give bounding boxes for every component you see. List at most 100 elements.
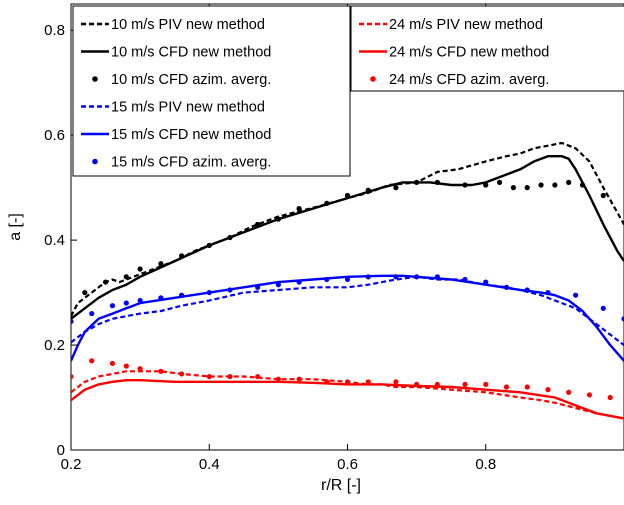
data-point xyxy=(414,381,420,388)
data-point xyxy=(503,384,510,390)
data-point xyxy=(566,389,572,395)
data-point xyxy=(137,366,143,372)
data-point xyxy=(573,292,579,298)
data-point xyxy=(579,182,586,188)
data-point xyxy=(607,394,613,401)
data-point xyxy=(109,303,116,309)
data-point xyxy=(275,282,281,288)
data-point xyxy=(255,284,261,290)
legend-entry-24-m-s-piv-new-method: 24 m/s PIV new method xyxy=(359,17,543,33)
data-point xyxy=(179,253,185,259)
data-point xyxy=(365,274,371,280)
data-point xyxy=(365,187,371,193)
legend-entry-24-m-s-cfd-new-method: 24 m/s CFD new method xyxy=(359,45,549,61)
data-point xyxy=(137,297,143,304)
data-point xyxy=(71,318,74,325)
legend-entry-15-m-s-cfd-new-method: 15 m/s CFD new method xyxy=(81,127,271,143)
data-point xyxy=(393,185,399,191)
data-point xyxy=(102,279,109,285)
data-point xyxy=(344,379,351,385)
data-point xyxy=(296,376,302,382)
legend-label: 10 m/s CFD azim. averg. xyxy=(111,72,271,88)
legend-label: 24 m/s CFD azim. averg. xyxy=(389,72,549,88)
data-point xyxy=(179,371,185,377)
legend-marker xyxy=(92,158,98,165)
legend-1: 10 m/s PIV new method 10 m/s CFD new meth… xyxy=(72,5,351,177)
data-point xyxy=(566,179,572,185)
data-point xyxy=(552,182,558,188)
data-point xyxy=(600,305,606,311)
data-point xyxy=(586,392,593,398)
legend-marker xyxy=(92,76,98,82)
data-point xyxy=(123,300,129,306)
x-tick-label: 0.4 xyxy=(199,456,220,473)
series-line xyxy=(71,379,624,420)
data-point xyxy=(324,276,330,283)
series-15-m-s-cfd-new-method xyxy=(71,274,624,362)
series-24-m-s-cfd-azim-averg xyxy=(71,358,613,401)
y-tick-label: 0.6 xyxy=(44,127,65,144)
data-point xyxy=(158,261,164,267)
legend-entry-10-m-s-cfd-new-method: 10 m/s CFD new method xyxy=(81,45,271,61)
data-point xyxy=(462,182,468,188)
data-point xyxy=(275,216,281,222)
data-point xyxy=(414,179,420,185)
legend-label: 10 m/s PIV new method xyxy=(111,17,265,33)
data-point xyxy=(393,274,399,280)
data-point xyxy=(621,316,624,322)
data-point xyxy=(393,379,399,385)
data-point xyxy=(524,287,530,293)
series-15-m-s-piv-new-method xyxy=(71,275,624,346)
data-point xyxy=(179,292,185,298)
data-point xyxy=(462,381,468,388)
data-point xyxy=(275,376,281,382)
data-point xyxy=(344,192,351,199)
y-axis-label: a [-] xyxy=(7,213,24,241)
data-point xyxy=(123,274,129,280)
data-point xyxy=(158,368,164,374)
legend-label: 10 m/s CFD new method xyxy=(111,45,271,61)
data-point xyxy=(227,373,233,380)
x-tick-label: 0.6 xyxy=(337,456,358,473)
data-point xyxy=(496,179,503,185)
series-15-m-s-cfd-azim-averg xyxy=(71,274,624,325)
data-point xyxy=(296,206,302,212)
series-10-m-s-cfd-new-method xyxy=(71,155,624,320)
y-tick-label: 0 xyxy=(57,442,65,459)
data-point xyxy=(158,295,164,301)
data-point xyxy=(206,242,212,248)
data-point xyxy=(82,289,88,296)
legend-box xyxy=(350,5,624,92)
data-point xyxy=(600,192,606,199)
legend-label: 15 m/s CFD new method xyxy=(111,127,271,143)
data-point xyxy=(483,279,489,285)
data-point xyxy=(296,279,302,285)
x-tick-label: 0.8 xyxy=(475,456,496,473)
legend-box xyxy=(72,5,351,177)
data-point xyxy=(434,381,440,388)
series-line xyxy=(71,274,624,362)
y-tick-label: 0.4 xyxy=(44,232,65,249)
legend-entry-15-m-s-piv-new-method: 15 m/s PIV new method xyxy=(81,100,265,116)
data-point xyxy=(434,179,440,185)
legend-entry-10-m-s-cfd-azim-averg: 10 m/s CFD azim. averg. xyxy=(92,72,271,88)
data-point xyxy=(255,221,261,227)
data-point xyxy=(462,276,468,283)
data-point xyxy=(89,310,95,317)
series-24-m-s-cfd-new-method xyxy=(71,379,624,420)
x-axis-label: r/R [-] xyxy=(321,477,361,494)
y-tick-label: 0.2 xyxy=(44,337,65,354)
series-line xyxy=(71,275,624,346)
legend-marker xyxy=(370,76,376,82)
data-point xyxy=(137,266,143,272)
legend-label: 24 m/s CFD new method xyxy=(389,45,549,61)
data-point xyxy=(109,360,116,367)
data-point xyxy=(206,289,212,296)
series-line xyxy=(71,141,624,317)
series-line xyxy=(71,155,624,320)
data-point xyxy=(227,287,233,293)
data-point xyxy=(524,384,530,390)
data-point xyxy=(545,387,551,393)
